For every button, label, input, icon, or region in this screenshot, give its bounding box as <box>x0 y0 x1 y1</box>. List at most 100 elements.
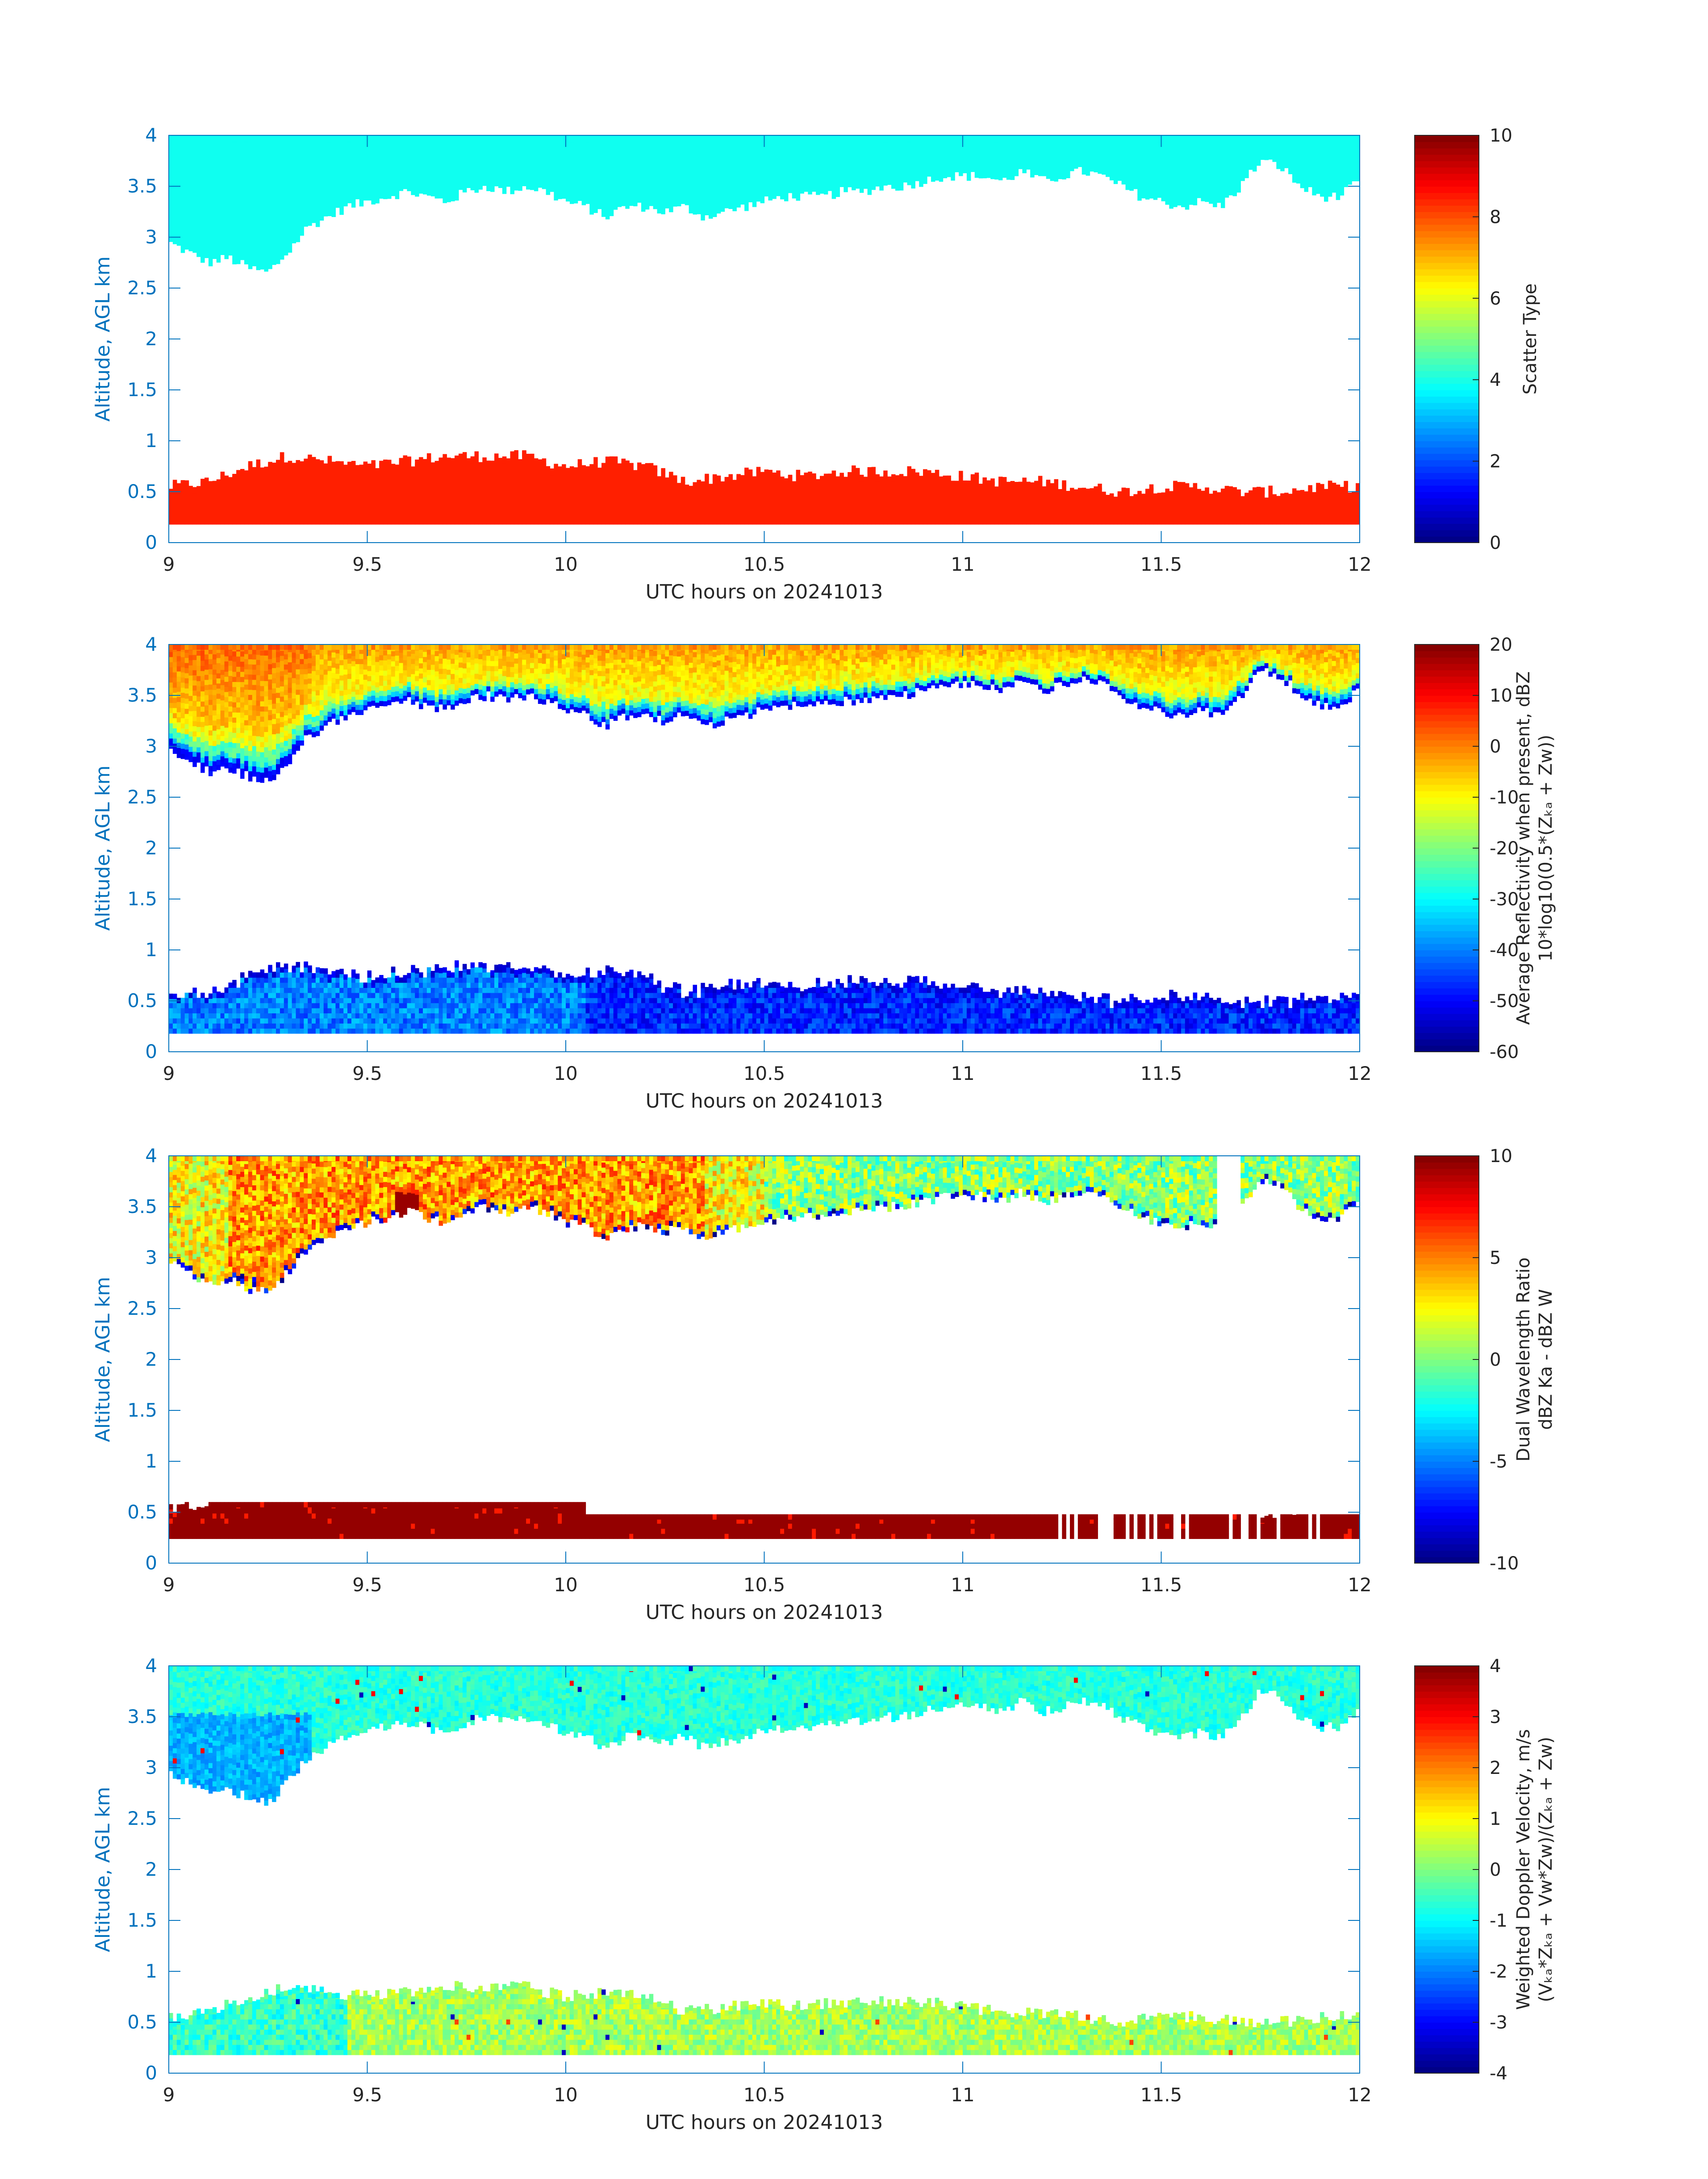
heatmap-cell <box>431 469 435 476</box>
heatmap-cell <box>538 135 543 142</box>
heatmap-cell <box>852 512 856 519</box>
heatmap-cell <box>661 147 665 153</box>
heatmap-cell <box>550 180 554 186</box>
heatmap-cell <box>407 142 411 148</box>
heatmap-cell <box>347 488 352 494</box>
heatmap-cell <box>244 203 249 209</box>
heatmap-cell <box>363 500 368 506</box>
heatmap-cell <box>606 195 610 201</box>
heatmap-cell <box>522 481 526 488</box>
heatmap-cell <box>1030 500 1035 506</box>
heatmap-cell <box>518 518 522 524</box>
heatmap-cell <box>796 512 801 519</box>
heatmap-cell <box>534 506 539 512</box>
heatmap-cell <box>558 481 562 488</box>
heatmap-cell <box>200 165 205 171</box>
heatmap-cell <box>351 469 356 476</box>
heatmap-cell <box>689 195 693 201</box>
heatmap-cell <box>256 215 261 221</box>
heatmap-cell <box>256 518 261 524</box>
heatmap-cell <box>772 500 777 506</box>
heatmap-cell <box>570 512 574 519</box>
heatmap-cell <box>343 200 348 206</box>
heatmap-cell <box>264 192 268 198</box>
heatmap-cell <box>308 463 312 469</box>
heatmap-cell <box>443 488 447 494</box>
heatmap-cell <box>756 518 761 524</box>
heatmap-cell <box>209 260 213 266</box>
heatmap-cell <box>272 222 276 228</box>
heatmap-cell <box>848 518 852 524</box>
heatmap-cell <box>177 197 181 203</box>
heatmap-cell <box>248 500 253 506</box>
heatmap-cell <box>1022 488 1027 494</box>
heatmap-cell <box>359 145 364 151</box>
heatmap-cell <box>625 135 630 142</box>
heatmap-cell <box>427 481 431 488</box>
heatmap-cell <box>657 512 662 519</box>
heatmap-cell <box>614 142 618 149</box>
heatmap-cell <box>486 469 491 476</box>
heatmap-cell <box>959 506 963 512</box>
heatmap-cell <box>359 163 364 170</box>
heatmap-cell <box>490 143 495 149</box>
heatmap-cell <box>200 250 205 256</box>
heatmap-cell <box>379 476 384 482</box>
heatmap-cell <box>196 500 201 506</box>
heatmap-cell <box>740 143 745 150</box>
heatmap-cell <box>486 160 491 167</box>
heatmap-cell <box>328 506 332 512</box>
heatmap-cell <box>721 518 725 524</box>
heatmap-cell <box>467 157 471 163</box>
heatmap-cell <box>582 180 586 187</box>
heatmap-cell <box>339 500 344 506</box>
heatmap-cell <box>780 488 785 494</box>
heatmap-cell <box>593 481 598 488</box>
heatmap-cell <box>423 145 427 151</box>
heatmap-cell <box>839 488 844 494</box>
heatmap-cell <box>205 239 209 246</box>
heatmap-cell <box>177 221 181 227</box>
heatmap-cell <box>558 506 562 512</box>
heatmap-cell <box>911 135 915 142</box>
heatmap-cell <box>697 494 701 500</box>
heatmap-cell <box>486 476 491 482</box>
heatmap-cell <box>788 162 793 168</box>
heatmap-cell <box>1070 518 1074 524</box>
heatmap-cell <box>717 152 721 159</box>
heatmap-cell <box>760 506 765 512</box>
heatmap-cell <box>459 135 463 142</box>
heatmap-cell <box>288 155 292 161</box>
heatmap-cell <box>601 506 606 512</box>
heatmap-cell <box>296 217 301 224</box>
heatmap-cell <box>804 500 808 506</box>
heatmap-cell <box>998 506 1003 512</box>
heatmap-cell <box>589 481 594 488</box>
heatmap-cell <box>217 135 221 142</box>
heatmap-cell <box>312 488 316 494</box>
heatmap-cell <box>196 147 201 153</box>
heatmap-cell <box>919 506 923 512</box>
heatmap-cell <box>629 488 634 494</box>
heatmap-cell <box>347 172 352 179</box>
heatmap-cell <box>439 518 443 524</box>
heatmap-cell <box>320 506 324 512</box>
heatmap-cell <box>196 232 201 238</box>
heatmap-cell <box>610 204 614 210</box>
heatmap-cell <box>618 152 622 158</box>
heatmap-cell <box>502 145 507 151</box>
heatmap-cell <box>252 180 257 187</box>
heatmap-cell <box>463 518 467 524</box>
heatmap-cell <box>260 178 265 184</box>
heatmap-cell <box>982 506 987 512</box>
heatmap-cell <box>213 222 217 228</box>
heatmap-cell <box>744 481 749 488</box>
heatmap-cell <box>439 463 443 469</box>
heatmap-cell <box>589 512 594 519</box>
heatmap-cell <box>558 187 562 193</box>
heatmap-cell <box>455 500 459 506</box>
heatmap-cell <box>665 500 669 506</box>
heatmap-cell <box>828 142 832 148</box>
heatmap-cell <box>534 476 539 482</box>
heatmap-cell <box>221 494 225 500</box>
